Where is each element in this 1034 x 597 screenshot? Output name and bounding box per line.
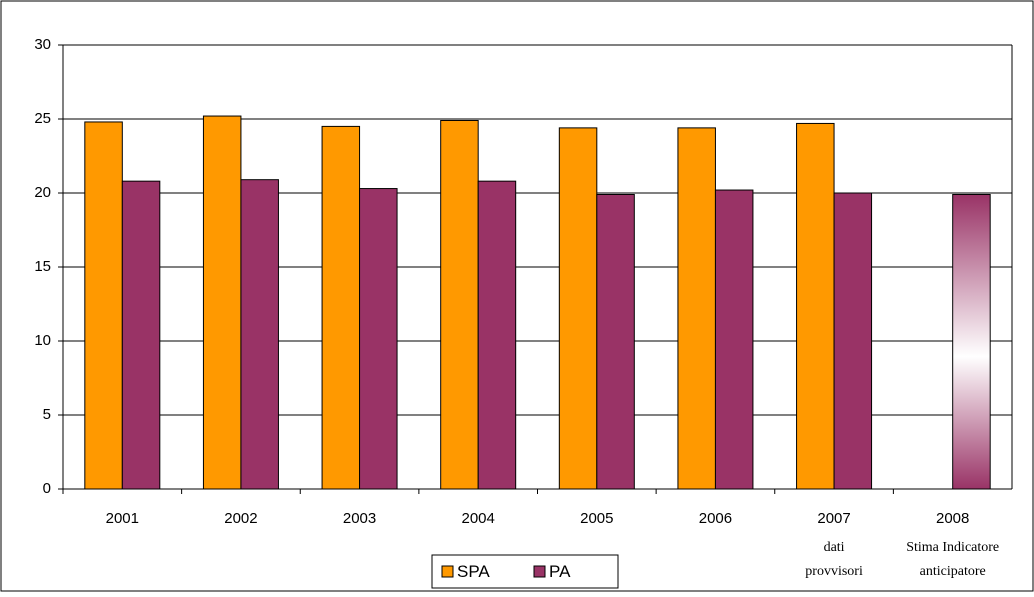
x-tick-label: 2005 [580,510,613,527]
x-tick-label: 2004 [462,510,495,527]
y-tick-label: 20 [34,184,51,201]
legend-label: SPA [457,562,490,581]
bar [714,189,754,490]
bar [121,180,161,490]
x-tick-label: 2008 [936,510,969,527]
y-tick-label: 5 [43,406,51,423]
bar [440,119,479,490]
legend-box [431,554,619,589]
bar [202,115,242,490]
y-tick-label: 15 [34,258,51,275]
x-tick-label: 2006 [699,510,732,527]
x-tick-label: 2002 [224,510,257,527]
x-tick-label: 2001 [106,510,139,527]
bar [240,179,279,490]
bar [677,127,716,490]
legend-label: PA [549,562,571,581]
x-tick-label: 2003 [343,510,376,527]
x-tick-label: 2007 [817,510,850,527]
bar [796,122,835,490]
bar [477,180,517,490]
bar [359,188,398,490]
legend-swatch [533,565,546,578]
y-tick-label: 10 [34,332,51,349]
bar [833,192,873,490]
annotation: provvisori [805,564,863,579]
bar [321,125,361,490]
y-tick-label: 0 [43,480,51,497]
annotation: anticipatore [920,564,986,579]
y-tick-label: 25 [34,110,51,127]
bar [84,121,123,490]
annotation: dati [824,540,845,555]
bar [596,193,635,490]
y-tick-label: 30 [34,36,51,53]
bar [952,193,991,490]
annotation: Stima Indicatore [906,540,999,555]
bar [558,127,598,490]
legend-swatch [441,565,454,578]
